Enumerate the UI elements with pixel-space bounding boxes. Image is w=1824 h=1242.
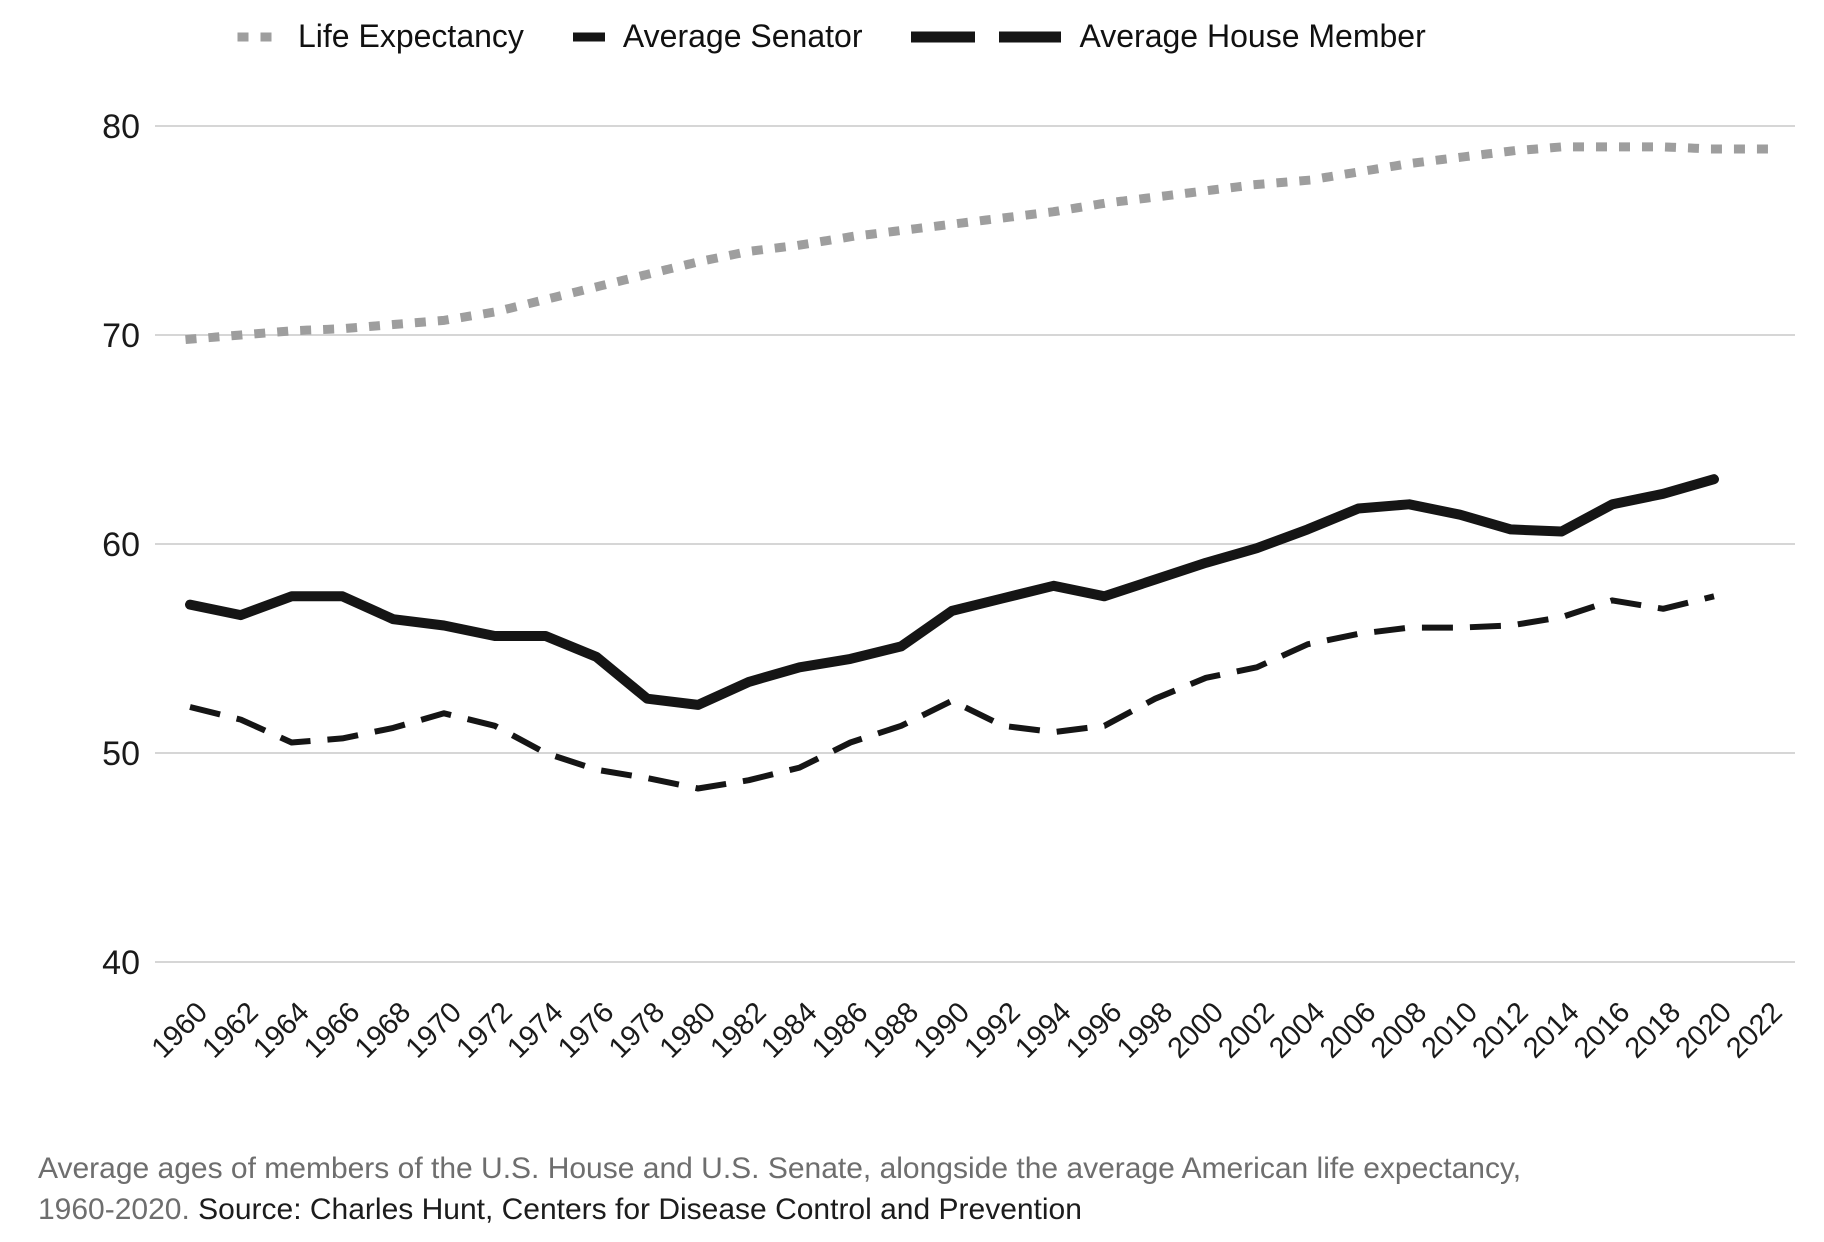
x-tick-label: 1960 <box>146 996 214 1064</box>
caption-text: Average ages of members of the U.S. Hous… <box>38 1152 1522 1227</box>
x-tick-label: 1970 <box>400 996 468 1064</box>
x-tick-label: 2010 <box>1416 996 1484 1064</box>
y-tick-label: 50 <box>102 735 140 773</box>
chart-caption: Average ages of members of the U.S. Hous… <box>38 1148 1568 1231</box>
x-tick-label: 1986 <box>806 996 874 1064</box>
x-tick-label: 2000 <box>1162 996 1230 1064</box>
legend-item-life-expectancy: Life Expectancy <box>237 18 524 55</box>
x-tick-label: 1984 <box>755 996 823 1064</box>
legend-item-average-senator: Average Senator <box>570 18 863 55</box>
x-tick-label: 1982 <box>705 996 773 1064</box>
average-senator-swatch <box>572 32 605 41</box>
x-tick-label: 1976 <box>552 996 620 1064</box>
x-tick-label: 1990 <box>908 996 976 1064</box>
average-house-member-swatch <box>911 31 1062 42</box>
x-tick-label: 2008 <box>1365 996 1433 1064</box>
average-house-member-line <box>185 474 1719 710</box>
x-tick-label: 2016 <box>1568 996 1636 1064</box>
x-tick-label: 2006 <box>1314 996 1382 1064</box>
y-axis-labels: 80 70 60 50 40 <box>102 108 140 982</box>
legend-label-average-house-member: Average House Member <box>1079 18 1426 54</box>
x-tick-label: 2020 <box>1670 996 1738 1064</box>
life-expectancy-swatch <box>237 32 283 41</box>
x-tick-label: 1992 <box>959 996 1027 1064</box>
x-tick-label: 1978 <box>603 996 671 1064</box>
legend-label-life-expectancy: Life Expectancy <box>298 18 524 54</box>
gridlines <box>155 125 1795 963</box>
x-tick-label: 1968 <box>349 996 417 1064</box>
y-tick-label: 40 <box>102 944 140 982</box>
y-tick-label: 80 <box>102 108 140 146</box>
x-axis-labels: 1960196219641966196819701972197419761978… <box>146 996 1789 1064</box>
x-tick-label: 2004 <box>1263 996 1331 1064</box>
x-tick-label: 2018 <box>1619 996 1687 1064</box>
x-tick-label: 1966 <box>298 996 366 1064</box>
x-tick-label: 1962 <box>197 996 265 1064</box>
x-tick-label: 1994 <box>1009 996 1077 1064</box>
x-tick-label: 1996 <box>1060 996 1128 1064</box>
x-tick-label: 2014 <box>1517 996 1585 1064</box>
x-tick-label: 2002 <box>1213 996 1281 1064</box>
x-tick-label: 1988 <box>857 996 925 1064</box>
legend-label-average-senator: Average Senator <box>622 18 863 54</box>
life-expectancy-line <box>185 142 1770 345</box>
y-tick-label: 60 <box>102 526 140 564</box>
average-senator-line <box>189 593 1715 792</box>
x-tick-label: 2012 <box>1467 996 1535 1064</box>
x-tick-label: 1964 <box>247 996 315 1064</box>
x-tick-label: 1974 <box>501 996 569 1064</box>
x-tick-label: 1980 <box>654 996 722 1064</box>
x-tick-label: 2022 <box>1721 996 1789 1064</box>
chart-legend: Life Expectancy Average Senator Average … <box>237 18 1426 55</box>
x-tick-label: 1972 <box>451 996 519 1064</box>
legend-item-average-house-member: Average House Member <box>908 18 1426 55</box>
x-tick-label: 1998 <box>1111 996 1179 1064</box>
caption-source: Source: Charles Hunt, Centers for Diseas… <box>198 1193 1082 1227</box>
y-tick-label: 70 <box>102 317 140 355</box>
